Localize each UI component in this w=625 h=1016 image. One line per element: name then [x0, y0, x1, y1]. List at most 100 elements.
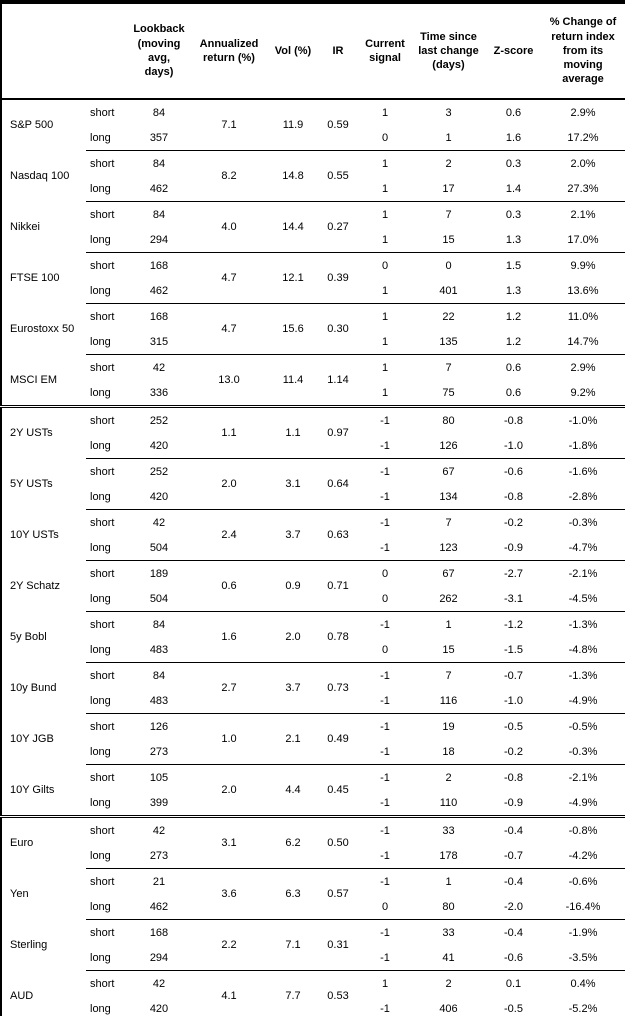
lookback-value: 504 [149, 592, 169, 605]
lookback-value: 273 [149, 849, 169, 862]
ir-value: 0.63 [317, 509, 359, 561]
zscore-value: -0.4 [486, 868, 541, 894]
leg-label: long [90, 796, 111, 809]
vol-value: 11.4 [269, 354, 317, 407]
ir-value: 0.39 [317, 252, 359, 304]
table-row: Nasdaq 100 short 84 8.2 14.8 0.55 1 2 0.3 2.0% [1, 150, 625, 202]
table-row: 5Y USTs short 252 2.0 3.1 0.64 -1 67 -0.6 -1.6% [1, 458, 625, 510]
signal-value: -1 [359, 868, 411, 894]
lookback-value: 84 [152, 106, 166, 119]
instrument-name: 10Y USTs [10, 529, 59, 541]
table-row: long 462 1 401 1.3 13.6% [1, 278, 625, 304]
col-header-pct-change: % Change of return index from its moving… [541, 2, 625, 100]
pct-change-value: -1.9% [541, 919, 625, 945]
vol-value: 15.6 [269, 303, 317, 355]
instrument-name: Euro [1, 815, 86, 869]
table-row: long 420 -1 406 -0.5 -5.2% [1, 996, 625, 1016]
annualized-return-value: 2.0 [189, 764, 269, 817]
pct-change-value: 27.3% [567, 182, 599, 195]
lookback-value: 42 [129, 815, 189, 843]
signal-value: 1 [381, 284, 389, 297]
lookback-value: 420 [149, 439, 169, 452]
signal-value: 0 [359, 252, 411, 278]
signal-value: 0 [359, 560, 411, 586]
ir-value: 0.31 [317, 919, 359, 971]
time-since-change-value: 135 [439, 335, 458, 348]
signal-value: -1 [359, 764, 411, 790]
pct-change-value: -4.9% [568, 796, 598, 809]
table-body: S&P 500 short 84 7.1 11.9 0.59 1 3 0.6 2.9% long 35… [1, 99, 625, 1016]
pct-change-value: -4.2% [568, 849, 598, 862]
time-since-change-value: 401 [439, 284, 458, 297]
zscore-value: -0.8 [486, 764, 541, 790]
lookback-value: 168 [129, 252, 189, 278]
signal-value: -1 [380, 490, 390, 503]
time-since-change-value: 33 [411, 919, 486, 945]
time-since-change-value: 80 [411, 405, 486, 433]
pct-change-value: 9.9% [541, 252, 625, 278]
signal-value: -1 [359, 662, 411, 688]
zscore-value: -0.5 [486, 713, 541, 739]
ir-value: 0.53 [317, 970, 359, 1016]
pct-change-value: -0.3% [541, 509, 625, 535]
zscore-value: -0.9 [504, 541, 523, 554]
lookback-value: 42 [129, 509, 189, 535]
pct-change-value: 0.4% [541, 970, 625, 996]
instrument-name: MSCI EM [10, 373, 58, 386]
pct-change-value: -2.1% [541, 560, 625, 586]
table-row: 2Y USTs short 252 1.1 1.1 0.97 -1 80 -0.8 -1.0% [1, 405, 625, 459]
instrument-name: 5Y USTs [10, 478, 53, 490]
pct-change-value: -1.6% [541, 458, 625, 484]
leg-label: short [86, 970, 129, 996]
lookback-value: 168 [129, 919, 189, 945]
pct-change-value: 17.2% [567, 131, 599, 144]
time-since-change-value: 116 [439, 694, 458, 707]
zscore-value: 1.6 [505, 131, 522, 144]
table-row: long 315 1 135 1.2 14.7% [1, 329, 625, 355]
table-row: long 504 0 262 -3.1 -4.5% [1, 586, 625, 612]
zscore-value: 1.4 [505, 182, 522, 195]
pct-change-value: -1.3% [541, 662, 625, 688]
ir-value: 0.45 [317, 764, 359, 817]
leg-label: long [90, 592, 111, 605]
signal-value: -1 [380, 541, 390, 554]
time-since-change-value: 19 [411, 713, 486, 739]
vol-value: 7.7 [269, 970, 317, 1016]
table-row: Nikkei short 84 4.0 14.4 0.27 1 7 0.3 2.1% [1, 201, 625, 253]
table-row: Eurostoxx 50 short 168 4.7 15.6 0.30 1 22 1.2 11.… [1, 303, 625, 355]
leg-label: long [90, 490, 111, 503]
annualized-return-value: 3.1 [189, 815, 269, 869]
leg-label: short [86, 354, 129, 380]
col-header-time-since-change: Time since last change (days) [411, 2, 486, 100]
signal-value: -1 [380, 849, 390, 862]
ir-value: 0.97 [317, 405, 359, 459]
ir-value: 0.59 [327, 119, 349, 131]
table-row: long 483 0 15 -1.5 -4.8% [1, 637, 625, 663]
zscore-value: -0.4 [486, 815, 541, 843]
time-since-change-value: 17 [442, 182, 455, 195]
annualized-return-value: 2.2 [189, 919, 269, 971]
zscore-value: -1.0 [504, 439, 523, 452]
leg-label: long [90, 284, 111, 297]
leg-label: short [86, 815, 129, 843]
leg-label: short [86, 405, 129, 433]
time-since-change-value: 134 [439, 490, 458, 503]
annualized-return-value: 8.2 [189, 150, 269, 202]
leg-label: short [86, 201, 129, 227]
signal-value: -1 [380, 439, 390, 452]
pct-change-value: -1.3% [541, 611, 625, 637]
vol-value: 2.1 [269, 713, 317, 765]
leg-label: short [86, 252, 129, 278]
ir-value: 1.14 [317, 354, 359, 407]
instrument-name: Eurostoxx 50 [10, 323, 75, 335]
ir-value: 0.57 [317, 868, 359, 920]
time-since-change-value: 15 [442, 643, 455, 656]
lookback-value: 273 [149, 745, 169, 758]
vol-value: 4.4 [269, 764, 317, 817]
annualized-return-value: 2.4 [189, 509, 269, 561]
ir-value: 0.27 [317, 201, 359, 253]
pct-change-value: -2.1% [541, 764, 625, 790]
lookback-value: 462 [149, 182, 169, 195]
lookback-value: 21 [129, 868, 189, 894]
annualized-return-value: 1.1 [189, 405, 269, 459]
